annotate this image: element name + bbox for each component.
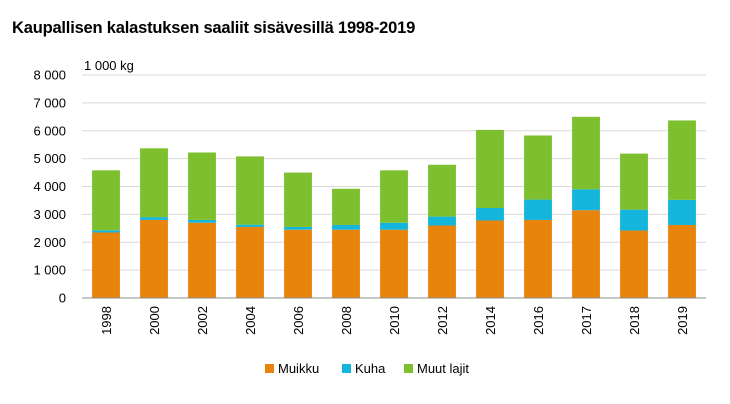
y-tick-label: 2 000: [33, 235, 66, 250]
bar-segment-muikku: [140, 219, 168, 298]
bar-segment-muut-lajit: [572, 116, 600, 190]
x-tick-label: 2017: [579, 306, 594, 335]
x-tick-label: 2014: [483, 306, 498, 335]
bar-segment-kuha: [236, 224, 264, 227]
x-tick-label: 2000: [147, 306, 162, 335]
x-tick-label: 2018: [627, 306, 642, 335]
bar-segment-muut-lajit: [380, 170, 408, 223]
legend-label: Muikku: [278, 361, 319, 376]
chart-title: Kaupallisen kalastuksen saaliit sisävesi…: [12, 19, 416, 37]
bar-segment-kuha: [620, 209, 648, 231]
bar-segment-kuha: [92, 230, 120, 233]
x-tick-label: 2002: [195, 306, 210, 335]
bar-segment-muut-lajit: [284, 172, 312, 227]
x-tick-label: 2010: [387, 306, 402, 335]
bar-segment-muut-lajit: [236, 156, 264, 225]
legend-label: Muut lajit: [417, 361, 469, 376]
bar-segment-muut-lajit: [476, 129, 504, 208]
bar-segment-muut-lajit: [188, 152, 216, 220]
bar-segment-kuha: [380, 222, 408, 230]
bar-segment-muikku: [476, 220, 504, 298]
x-axis-ticks: 1998 2000 2002 2004 2006 2008 2010 2012 2014 2016…: [99, 306, 690, 335]
x-tick-label: 2008: [339, 306, 354, 335]
y-tick-label: 6 000: [33, 123, 66, 138]
y-tick-label: 1 000: [33, 263, 66, 278]
bar-segment-kuha: [476, 207, 504, 221]
y-tick-label: 4 000: [33, 179, 66, 194]
unit-label: 1 000 kg: [84, 58, 134, 73]
y-tick-label: 8 000: [33, 68, 66, 83]
bars: [92, 116, 696, 298]
bar-segment-muikku: [428, 225, 456, 298]
bar-segment-kuha: [668, 199, 696, 225]
bar-segment-kuha: [188, 219, 216, 223]
bar-segment-muikku: [620, 230, 648, 298]
bar-segment-muikku: [188, 222, 216, 298]
bar-segment-muut-lajit: [668, 120, 696, 200]
legend-label: Kuha: [355, 361, 386, 376]
bar-segment-kuha: [428, 216, 456, 226]
x-tick-label: 2006: [291, 306, 306, 335]
x-tick-label: 2004: [243, 306, 258, 335]
y-axis-ticks: 0 1 000 2 000 3 000 4 000 5 000 6 000 7 000 8 00…: [33, 68, 66, 306]
legend-swatch: [404, 364, 413, 373]
bar-segment-muut-lajit: [140, 148, 168, 218]
y-tick-label: 3 000: [33, 207, 66, 222]
bar-segment-muikku: [572, 210, 600, 298]
bar-segment-muikku: [668, 224, 696, 298]
legend-swatch: [342, 364, 351, 373]
bar-segment-kuha: [332, 224, 360, 230]
x-tick-label: 2012: [435, 306, 450, 335]
bar-segment-muikku: [524, 219, 552, 298]
bar-segment-kuha: [572, 189, 600, 211]
y-tick-label: 7 000: [33, 95, 66, 110]
bar-segment-kuha: [524, 199, 552, 220]
bar-segment-muut-lajit: [524, 135, 552, 200]
bar-segment-muikku: [92, 232, 120, 298]
legend-swatch: [265, 364, 274, 373]
bar-segment-muut-lajit: [428, 164, 456, 217]
y-tick-label: 0: [59, 291, 66, 306]
bar-segment-muikku: [332, 229, 360, 298]
bar-segment-muut-lajit: [332, 188, 360, 225]
bar-segment-kuha: [284, 226, 312, 230]
x-tick-label: 2016: [531, 306, 546, 335]
x-tick-label: 1998: [99, 306, 114, 335]
bar-segment-kuha: [140, 217, 168, 220]
bar-segment-muikku: [380, 229, 408, 298]
x-tick-label: 2019: [675, 306, 690, 335]
bar-segment-muikku: [284, 229, 312, 298]
bar-segment-muut-lajit: [620, 153, 648, 210]
bar-segment-muut-lajit: [92, 170, 120, 231]
bar-segment-muikku: [236, 226, 264, 298]
y-tick-label: 5 000: [33, 151, 66, 166]
legend: Muikku Kuha Muut lajit: [265, 361, 469, 376]
